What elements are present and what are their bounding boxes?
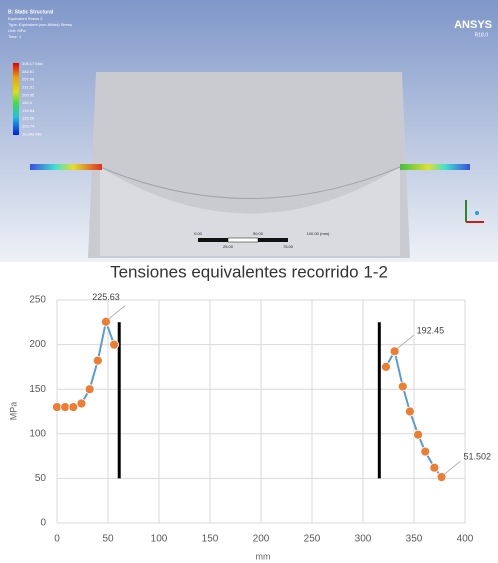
x-tick-label: 400: [457, 534, 474, 545]
label-leader: [398, 335, 414, 348]
y-tick-label: 100: [29, 428, 46, 439]
legend-value: 257.06: [22, 77, 35, 82]
data-point: [85, 385, 94, 394]
data-point: [93, 356, 102, 365]
legend-value: 282.61: [22, 69, 35, 74]
path-right: [400, 164, 470, 170]
data-point: [414, 430, 423, 439]
data-point: [430, 463, 439, 472]
viewport-info: Type: Equivalent (von-Mises) Stress: [8, 22, 72, 27]
scale-label: 0.00: [194, 231, 203, 236]
viewport-info: Time: 1: [8, 34, 22, 39]
x-tick-label: 200: [253, 534, 270, 545]
y-tick-label: 50: [35, 473, 47, 484]
x-axis-label: mm: [256, 551, 271, 561]
legend-value: 103.74: [22, 123, 35, 128]
y-tick-label: 0: [40, 518, 46, 529]
scale-label: 25.00: [223, 244, 234, 249]
logo: ANSYS: [454, 19, 492, 31]
data-label: 192.45: [417, 326, 445, 336]
data-point: [405, 407, 414, 416]
data-point: [53, 403, 62, 412]
x-tick-label: 250: [304, 534, 321, 545]
path-left: [30, 164, 102, 170]
scale-label: 50.00: [253, 231, 264, 236]
x-tick-label: 50: [102, 534, 114, 545]
x-tick-label: 150: [202, 534, 219, 545]
label-leader: [109, 306, 125, 319]
data-point: [77, 399, 86, 408]
data-point: [110, 340, 119, 349]
legend-value: 19.393 Min: [22, 131, 42, 136]
viewport-info: Unit: MPa: [8, 28, 26, 33]
scale-label: 100.00 (mm): [307, 231, 330, 236]
x-tick-label: 300: [355, 534, 372, 545]
data-point: [421, 447, 430, 456]
x-tick-label: 100: [151, 534, 168, 545]
data-label: 51.502: [464, 451, 492, 461]
y-tick-label: 200: [29, 339, 46, 350]
data-point: [381, 362, 390, 371]
data-point: [61, 403, 70, 412]
scale-bar: [198, 238, 288, 242]
viewport-info: Equivalent Stress 2: [8, 16, 43, 21]
x-tick-label: 350: [406, 534, 423, 545]
legend-value: 308.17 Max: [22, 61, 43, 66]
chart: Tensiones equivalentes recorrido 1-2 MPa m…: [8, 262, 491, 561]
y-tick-label: 150: [29, 384, 46, 395]
legend-value: 231.51: [22, 84, 35, 89]
series-line: [57, 322, 114, 407]
data-point: [69, 403, 78, 412]
version: R18.0: [475, 32, 489, 38]
y-axis-label: MPa: [8, 402, 18, 421]
data-label: 225.63: [92, 292, 120, 302]
y-tick-label: 250: [29, 295, 46, 306]
chart-title: Tensiones equivalentes recorrido 1-2: [110, 262, 388, 281]
scale-label: 75.00: [283, 244, 294, 249]
legend-value: 205.95: [22, 92, 35, 97]
data-point: [398, 382, 407, 391]
x-tick-label: 0: [54, 534, 60, 545]
legend-value: 129.29: [22, 116, 35, 121]
viewport-title: B: Static Structural: [8, 9, 54, 15]
legend-value: 180.4: [22, 100, 33, 105]
page: B: Static StructuralEquivalent Stress 2T…: [0, 0, 498, 563]
label-leader: [445, 461, 461, 474]
color-bar: [13, 63, 19, 135]
legend-value: 154.84: [22, 108, 35, 113]
